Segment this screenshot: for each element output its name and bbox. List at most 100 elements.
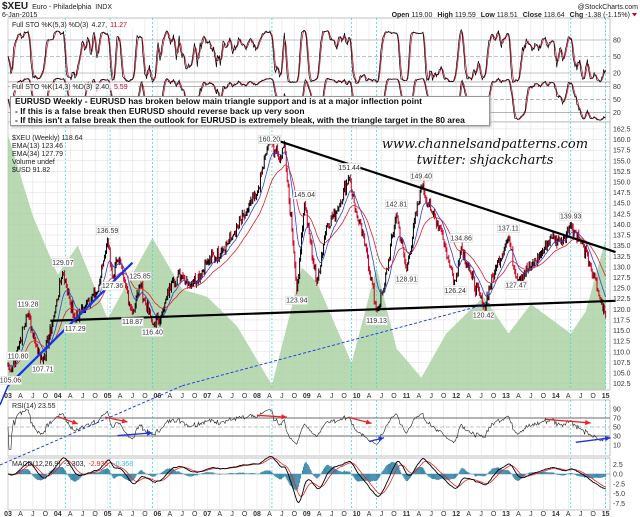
macd-x-tick: 03	[4, 511, 12, 517]
exchange: INDX	[95, 4, 112, 11]
macd-x-tick: A	[267, 511, 272, 517]
trendline-triangle-support	[50, 299, 616, 322]
peak-label-box	[285, 295, 309, 305]
sto-k-line	[7, 77, 606, 121]
sto-legend-bg	[10, 20, 138, 29]
ohlc-value-low: 118.51	[497, 12, 518, 19]
price-x-tick: O	[391, 393, 397, 400]
arrow-head-icon	[604, 435, 611, 442]
price-legend-item: $USD 91.82	[12, 167, 50, 174]
price-axis-tick: 112.5	[613, 339, 630, 346]
price-legend-item: $XEU (Weekly) 118.64	[12, 135, 83, 142]
peak-label-box	[365, 316, 388, 326]
peak-label: 123.94	[286, 298, 308, 305]
price-legend-item: EMA(34) 127.79	[12, 151, 63, 158]
price-axis-tick: 162.5	[613, 126, 631, 133]
peak-label-box	[337, 163, 361, 173]
chart-date: 6-Jan-2015	[2, 12, 38, 19]
sto-legend: Full STO %K(5,3) %D(3) 4.27, 11.27	[12, 22, 127, 29]
price-x-tick: O	[43, 393, 49, 400]
instrument-name: Euro - Philadelphia	[32, 4, 91, 11]
peak-label-box	[559, 211, 582, 221]
price-x-tick: J	[529, 393, 533, 400]
macd-x-tick: J	[181, 511, 185, 517]
macd-x-tick: J	[31, 511, 35, 517]
macd-x-tick: J	[430, 511, 434, 517]
price-x-tick: 06	[154, 393, 162, 400]
peak-label-box	[472, 310, 495, 320]
peak-label-box	[141, 327, 164, 337]
peak-label-box	[128, 271, 152, 281]
price-legend-item: EMA(13) 123.46	[12, 143, 63, 150]
price-axis-tick: 130.0	[613, 264, 631, 271]
price-axis-tick: 142.5	[613, 211, 631, 218]
arrow-head-icon	[365, 419, 372, 425]
price-x-tick: O	[242, 393, 248, 400]
peak-label-box	[504, 280, 528, 290]
price-axis-tick: 157.5	[613, 148, 631, 155]
price-x-tick: 12	[452, 393, 460, 400]
down-arrow-icon	[632, 13, 637, 17]
arrow-head-icon	[121, 418, 128, 424]
ohlc-label-close: Close	[523, 12, 542, 19]
peak-label-box	[63, 324, 87, 334]
trendline-triangle-resistance	[274, 138, 616, 254]
panel-frame-4	[7, 457, 611, 511]
sto-legend-label: Full STO %K(5,3) %D(3)	[12, 22, 89, 29]
peak-label: 142.81	[386, 202, 408, 209]
macd-x-tick: 14	[552, 511, 560, 517]
price-x-tick: A	[267, 393, 272, 400]
peak-label: 127.47	[505, 283, 527, 290]
price-x-tick: 14	[552, 393, 560, 400]
peak-label-box	[410, 171, 433, 181]
macd-x-tick: A	[217, 511, 222, 517]
peak-label: 125.85	[129, 273, 151, 280]
price-x-tick: A	[168, 393, 173, 400]
price-x-tick: A	[367, 393, 372, 400]
peak-label: 117.29	[65, 326, 86, 333]
trendline-blue-dashed-ext	[0, 385, 183, 466]
macd-x-tick: 09	[303, 511, 311, 517]
peak-label: 110.80	[8, 353, 29, 360]
trendline-blue-dashed	[182, 302, 492, 387]
macd-x-tick: A	[118, 511, 123, 517]
sto-axis-tick: 80	[613, 84, 621, 91]
price-axis-tick: 127.5	[613, 275, 631, 282]
peak-label: 160.20	[259, 137, 281, 144]
ohlc-value-close: 118.64	[544, 12, 565, 19]
rsi-axis-tick: 30	[613, 434, 621, 441]
macd-x-tick: J	[380, 511, 384, 517]
price-axis-tick: 125.0	[613, 286, 631, 293]
macd-x-tick: O	[541, 511, 547, 517]
price-axis-tick: 107.5	[613, 360, 631, 367]
macd-x-tick: A	[18, 511, 23, 517]
macd-value: -3.303,	[64, 461, 86, 468]
annotation-line-1: EURUSD Weekly - EURUSD has broken below …	[15, 96, 422, 106]
macd-x-tick: J	[479, 511, 483, 517]
price-x-tick: O	[541, 393, 547, 400]
sto-legend-d: 11.27	[110, 22, 127, 29]
twitter-text: twitter: shjackcharts	[416, 153, 554, 168]
sto-axis-tick: 50	[613, 54, 621, 61]
peak-label-box	[16, 299, 40, 309]
macd-axis-tick: -2.5	[613, 481, 625, 488]
price-x-tick: 15	[602, 393, 610, 400]
peak-label-box	[385, 199, 408, 209]
peak-label: 128.91	[396, 277, 418, 284]
macd-x-tick: J	[280, 511, 284, 517]
peak-label: 134.86	[450, 235, 472, 242]
annotation-box: EURUSD Weekly - EURUSD has broken below …	[10, 96, 490, 126]
price-x-tick: A	[118, 393, 123, 400]
macd-x-tick: A	[317, 511, 322, 517]
macd-line	[7, 456, 606, 504]
macd-x-tick: A	[68, 511, 73, 517]
peak-label: 127.36	[102, 283, 124, 290]
price-axis-tick: 122.5	[613, 296, 631, 303]
macd-axis-tick: 2.5	[613, 462, 623, 469]
peak-label: 137.11	[498, 226, 519, 233]
price-x-tick: J	[479, 393, 483, 400]
peak-label: 139.93	[560, 214, 582, 221]
macd-x-tick: 15	[602, 511, 610, 517]
sto-axis-tick: 80	[613, 38, 621, 45]
peak-label: 136.59	[97, 228, 119, 235]
